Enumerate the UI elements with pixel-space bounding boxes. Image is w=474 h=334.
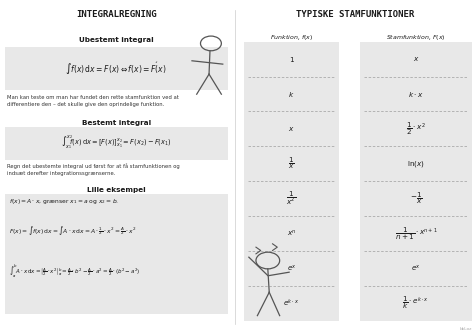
Text: $k \cdot x$: $k \cdot x$ (408, 90, 424, 99)
Text: $x^n$: $x^n$ (287, 228, 296, 238)
Text: $\dfrac{1}{n+1} \cdot x^{n+1}$: $\dfrac{1}{n+1} \cdot x^{n+1}$ (394, 225, 438, 241)
Text: $1$: $1$ (289, 55, 294, 64)
Text: $\int_{x_1}^{x_2}\!\!f(x)\,\mathrm{d}x = \left[F(x)\right]_{x_1}^{x_2} = F(x_2) : $\int_{x_1}^{x_2}\!\!f(x)\,\mathrm{d}x =… (61, 134, 172, 152)
Text: $e^x$: $e^x$ (287, 263, 296, 273)
Text: INTEGRALREGNING: INTEGRALREGNING (76, 10, 156, 19)
Text: Ubestemt integral: Ubestemt integral (79, 37, 154, 43)
Text: $e^x$: $e^x$ (411, 263, 421, 273)
Text: $e^{k \cdot x}$: $e^{k \cdot x}$ (283, 298, 300, 309)
Text: bkLoz: bkLoz (459, 327, 472, 331)
FancyBboxPatch shape (5, 194, 228, 314)
Text: $f(x) = A \cdot x$, grænser $x_1 = a$ og $x_2 = b$.: $f(x) = A \cdot x$, grænser $x_1 = a$ og… (9, 197, 119, 206)
Text: $x$: $x$ (288, 125, 295, 133)
Text: $\dfrac{1}{k} \cdot e^{k \cdot x}$: $\dfrac{1}{k} \cdot e^{k \cdot x}$ (402, 295, 429, 311)
Text: Regn det ubestemte integral ud først for at få stamfunktionen og
indsæt derefter: Regn det ubestemte integral ud først for… (7, 163, 180, 176)
Text: $\int_a^b\! A \cdot x\,\mathrm{d}x = \left[\frac{A}{2} \cdot x^2\right]_a^b = \f: $\int_a^b\! A \cdot x\,\mathrm{d}x = \le… (9, 264, 141, 280)
Text: $\ln(x)$: $\ln(x)$ (407, 159, 425, 169)
Text: $\int f(x)\,\mathrm{d}x = F(x) \Leftrightarrow f(x) = F\'(x)$: $\int f(x)\,\mathrm{d}x = F(x) \Leftrigh… (65, 60, 167, 77)
Text: $\dfrac{1}{2} \cdot x^2$: $\dfrac{1}{2} \cdot x^2$ (406, 121, 426, 137)
FancyBboxPatch shape (5, 47, 228, 90)
Text: $-\dfrac{1}{x}$: $-\dfrac{1}{x}$ (410, 191, 422, 206)
Text: $\dfrac{1}{x}$: $\dfrac{1}{x}$ (288, 156, 295, 171)
Text: $\dfrac{1}{x^2}$: $\dfrac{1}{x^2}$ (286, 190, 297, 207)
Text: $F(x) = \int f(x)\,\mathrm{d}x = \int A \cdot x\,\mathrm{d}x = A \cdot \frac{1}{: $F(x) = \int f(x)\,\mathrm{d}x = \int A … (9, 224, 137, 236)
Text: TYPISKE STAMFUNKTIONER: TYPISKE STAMFUNKTIONER (296, 10, 415, 19)
FancyBboxPatch shape (5, 127, 228, 160)
Text: Funktion, $f(x)$: Funktion, $f(x)$ (270, 33, 313, 42)
FancyBboxPatch shape (360, 42, 472, 321)
Text: Stamfunktion, $F(x)$: Stamfunktion, $F(x)$ (386, 33, 446, 42)
FancyBboxPatch shape (244, 42, 339, 321)
Text: Man kan teste om man har fundet den rette stamfunktion ved at
differentiere den : Man kan teste om man har fundet den rett… (7, 95, 179, 107)
Text: $k$: $k$ (288, 90, 295, 99)
Text: Lille eksempel: Lille eksempel (87, 187, 146, 193)
Text: $x$: $x$ (413, 55, 419, 63)
Text: Bestemt integral: Bestemt integral (82, 120, 151, 126)
